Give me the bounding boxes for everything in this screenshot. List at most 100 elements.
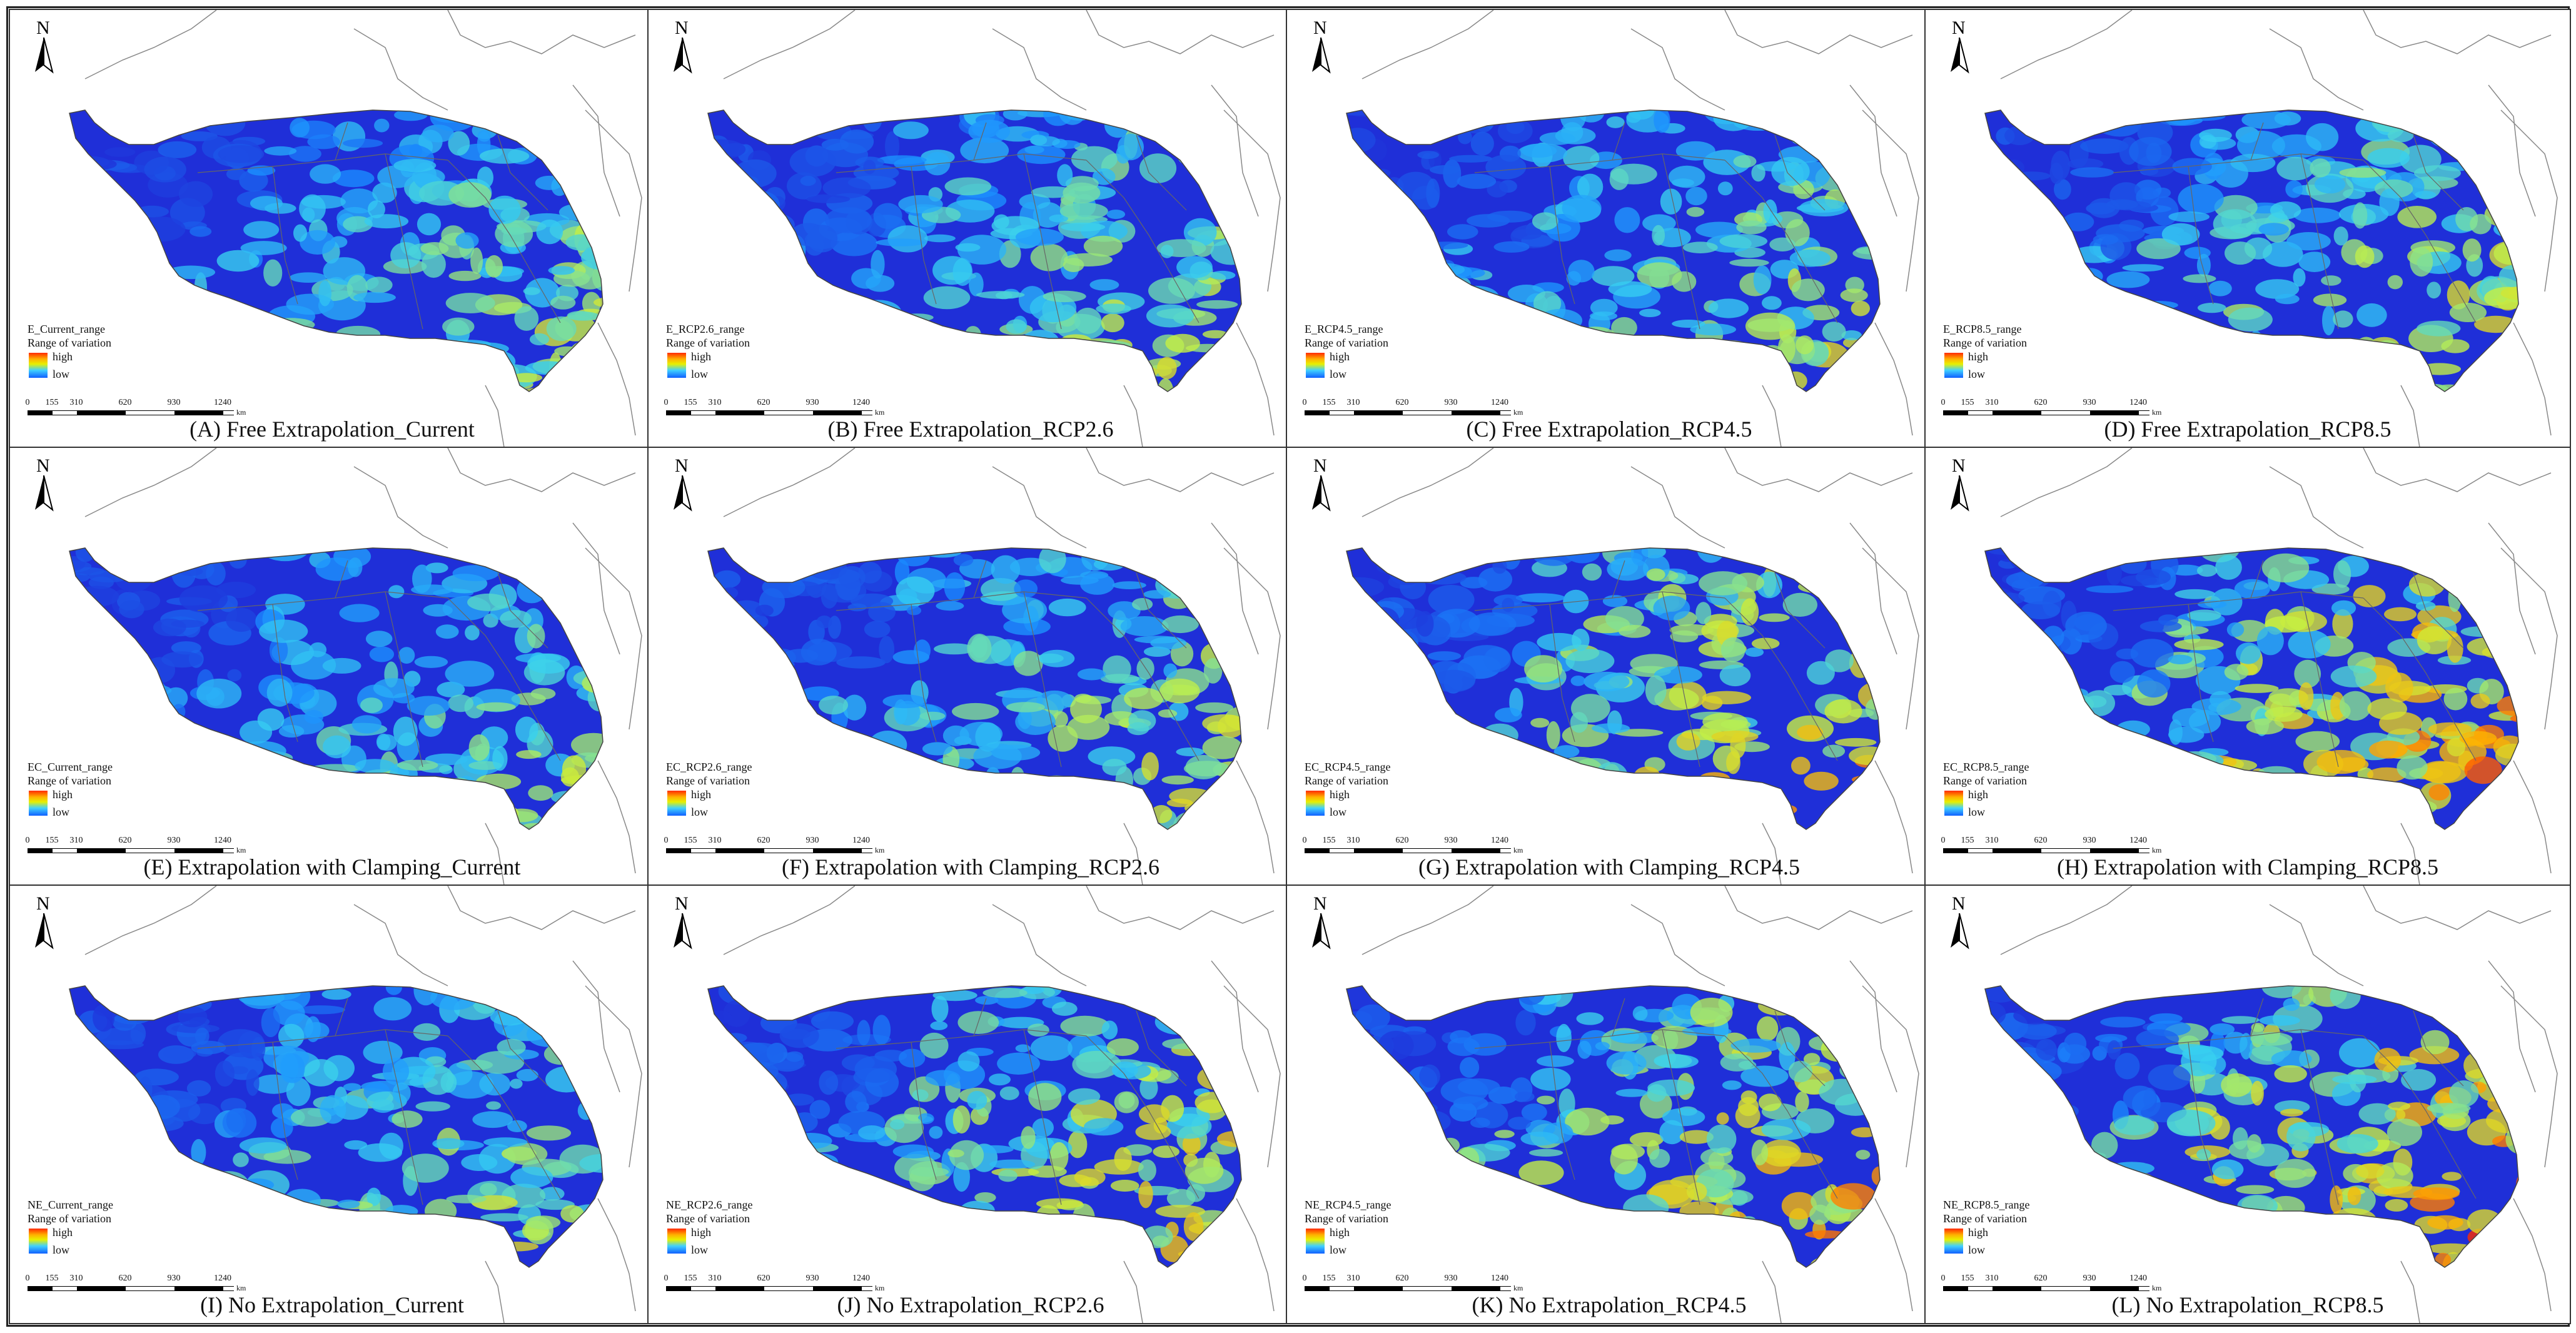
raster-patch <box>1059 202 1108 220</box>
raster-patch <box>71 1070 107 1092</box>
raster-patch <box>2234 579 2270 599</box>
raster-patch <box>425 562 448 574</box>
raster-patch <box>2071 1155 2093 1175</box>
raster-patch <box>893 121 929 139</box>
raster-patch <box>579 1153 603 1173</box>
raster-patch <box>1169 1019 1186 1028</box>
raster-patch <box>944 373 989 392</box>
raster-patch <box>1531 548 1577 566</box>
scale-segment <box>1500 411 1512 415</box>
raster-patch <box>1193 1012 1220 1028</box>
raster-patch <box>1632 1006 1648 1021</box>
raster-patch <box>2191 697 2241 716</box>
raster-patch <box>1176 748 1205 756</box>
raster-patch <box>2136 808 2169 823</box>
scale-bar: 0 155 310 620 930 1240 km <box>26 836 253 861</box>
scale-segment <box>715 1287 764 1290</box>
raster-patch <box>1007 781 1048 798</box>
raster-patch <box>1647 1079 1695 1097</box>
raster-patch <box>131 1162 158 1170</box>
raster-patch <box>996 1211 1023 1225</box>
raster-patch <box>1557 353 1594 377</box>
raster-patch <box>1769 237 1796 251</box>
raster-patch <box>1842 354 1871 383</box>
raster-patch <box>1108 601 1141 621</box>
country-boundary <box>1123 385 1143 447</box>
province-boundary <box>335 560 348 599</box>
raster-patch <box>1426 261 1452 275</box>
raster-patch <box>1402 1132 1428 1144</box>
raster-patch <box>1635 1249 1678 1267</box>
raster-patch <box>366 1187 381 1206</box>
raster-patch <box>844 1229 866 1238</box>
raster-patch <box>74 745 108 758</box>
raster-patch <box>290 1254 321 1267</box>
raster-patch <box>1824 699 1862 724</box>
raster-patch <box>569 1023 603 1045</box>
raster-patch <box>2271 1050 2312 1068</box>
scale-segment <box>223 849 235 853</box>
raster-patch <box>885 1203 920 1217</box>
raster-patch <box>281 548 295 554</box>
north-arrow-icon <box>1951 38 1969 74</box>
raster-patch <box>1051 366 1089 387</box>
country-boundary <box>585 985 642 1168</box>
country-boundary <box>84 448 217 517</box>
raster-patch <box>1388 1132 1406 1148</box>
raster-patch <box>931 996 949 1022</box>
plateau-outline <box>1984 109 2519 392</box>
raster-patch <box>2495 110 2518 126</box>
country-boundary <box>2488 84 2536 217</box>
raster-patch <box>1537 320 1569 336</box>
raster-patch <box>2100 1016 2146 1028</box>
raster-patch <box>2291 358 2326 367</box>
raster-patch <box>1039 796 1064 814</box>
raster-patch <box>1106 210 1126 220</box>
province-boundary <box>2188 1042 2214 1180</box>
raster-patch <box>1346 110 1377 116</box>
raster-patch <box>1713 786 1728 810</box>
raster-patch <box>2226 622 2245 637</box>
legend-high-label: high <box>1968 788 1989 801</box>
raster-patch <box>2384 607 2417 622</box>
raster-patch <box>83 263 99 293</box>
raster-patch <box>1985 1052 2011 1072</box>
raster-patch <box>858 1125 886 1140</box>
legend-title: NE_RCP2.6_range <box>666 1199 753 1211</box>
raster-patch <box>1640 381 1679 392</box>
raster-patch <box>2008 548 2023 568</box>
raster-patch <box>1011 1225 1033 1236</box>
raster-patch <box>753 697 800 712</box>
raster-patch <box>423 384 442 392</box>
scale-tick-label: 930 <box>2083 398 2096 407</box>
raster-patch <box>415 1101 450 1112</box>
raster-patch <box>562 755 587 783</box>
raster-patch <box>2373 1257 2398 1267</box>
raster-patch <box>2237 1194 2278 1218</box>
raster-patch <box>1756 1016 1779 1042</box>
raster-patch <box>822 177 871 199</box>
raster-patch <box>1645 675 1667 706</box>
province-boundary <box>1023 591 1062 768</box>
north-label: N <box>36 455 50 476</box>
raster-patch <box>1209 604 1238 622</box>
raster-patch <box>1525 1195 1539 1206</box>
north-arrow: N <box>1305 18 1342 74</box>
raster-patch <box>458 776 475 789</box>
raster-patch <box>1553 745 1580 758</box>
country-boundary <box>2500 547 2558 730</box>
raster-patch <box>515 716 538 743</box>
raster-patch <box>1577 791 1594 799</box>
raster-patch <box>1114 1091 1139 1113</box>
raster-patch <box>1856 600 1879 608</box>
raster-patch <box>789 1133 832 1149</box>
raster-patch <box>1421 246 1437 275</box>
raster-patch <box>1565 1107 1610 1136</box>
raster-patch <box>2018 267 2068 282</box>
raster-patch <box>101 1120 149 1131</box>
raster-patch <box>1030 134 1048 146</box>
plateau-map <box>69 448 642 885</box>
raster-patch <box>714 570 741 589</box>
raster-patch <box>1072 1050 1121 1079</box>
raster-patch <box>158 141 197 158</box>
